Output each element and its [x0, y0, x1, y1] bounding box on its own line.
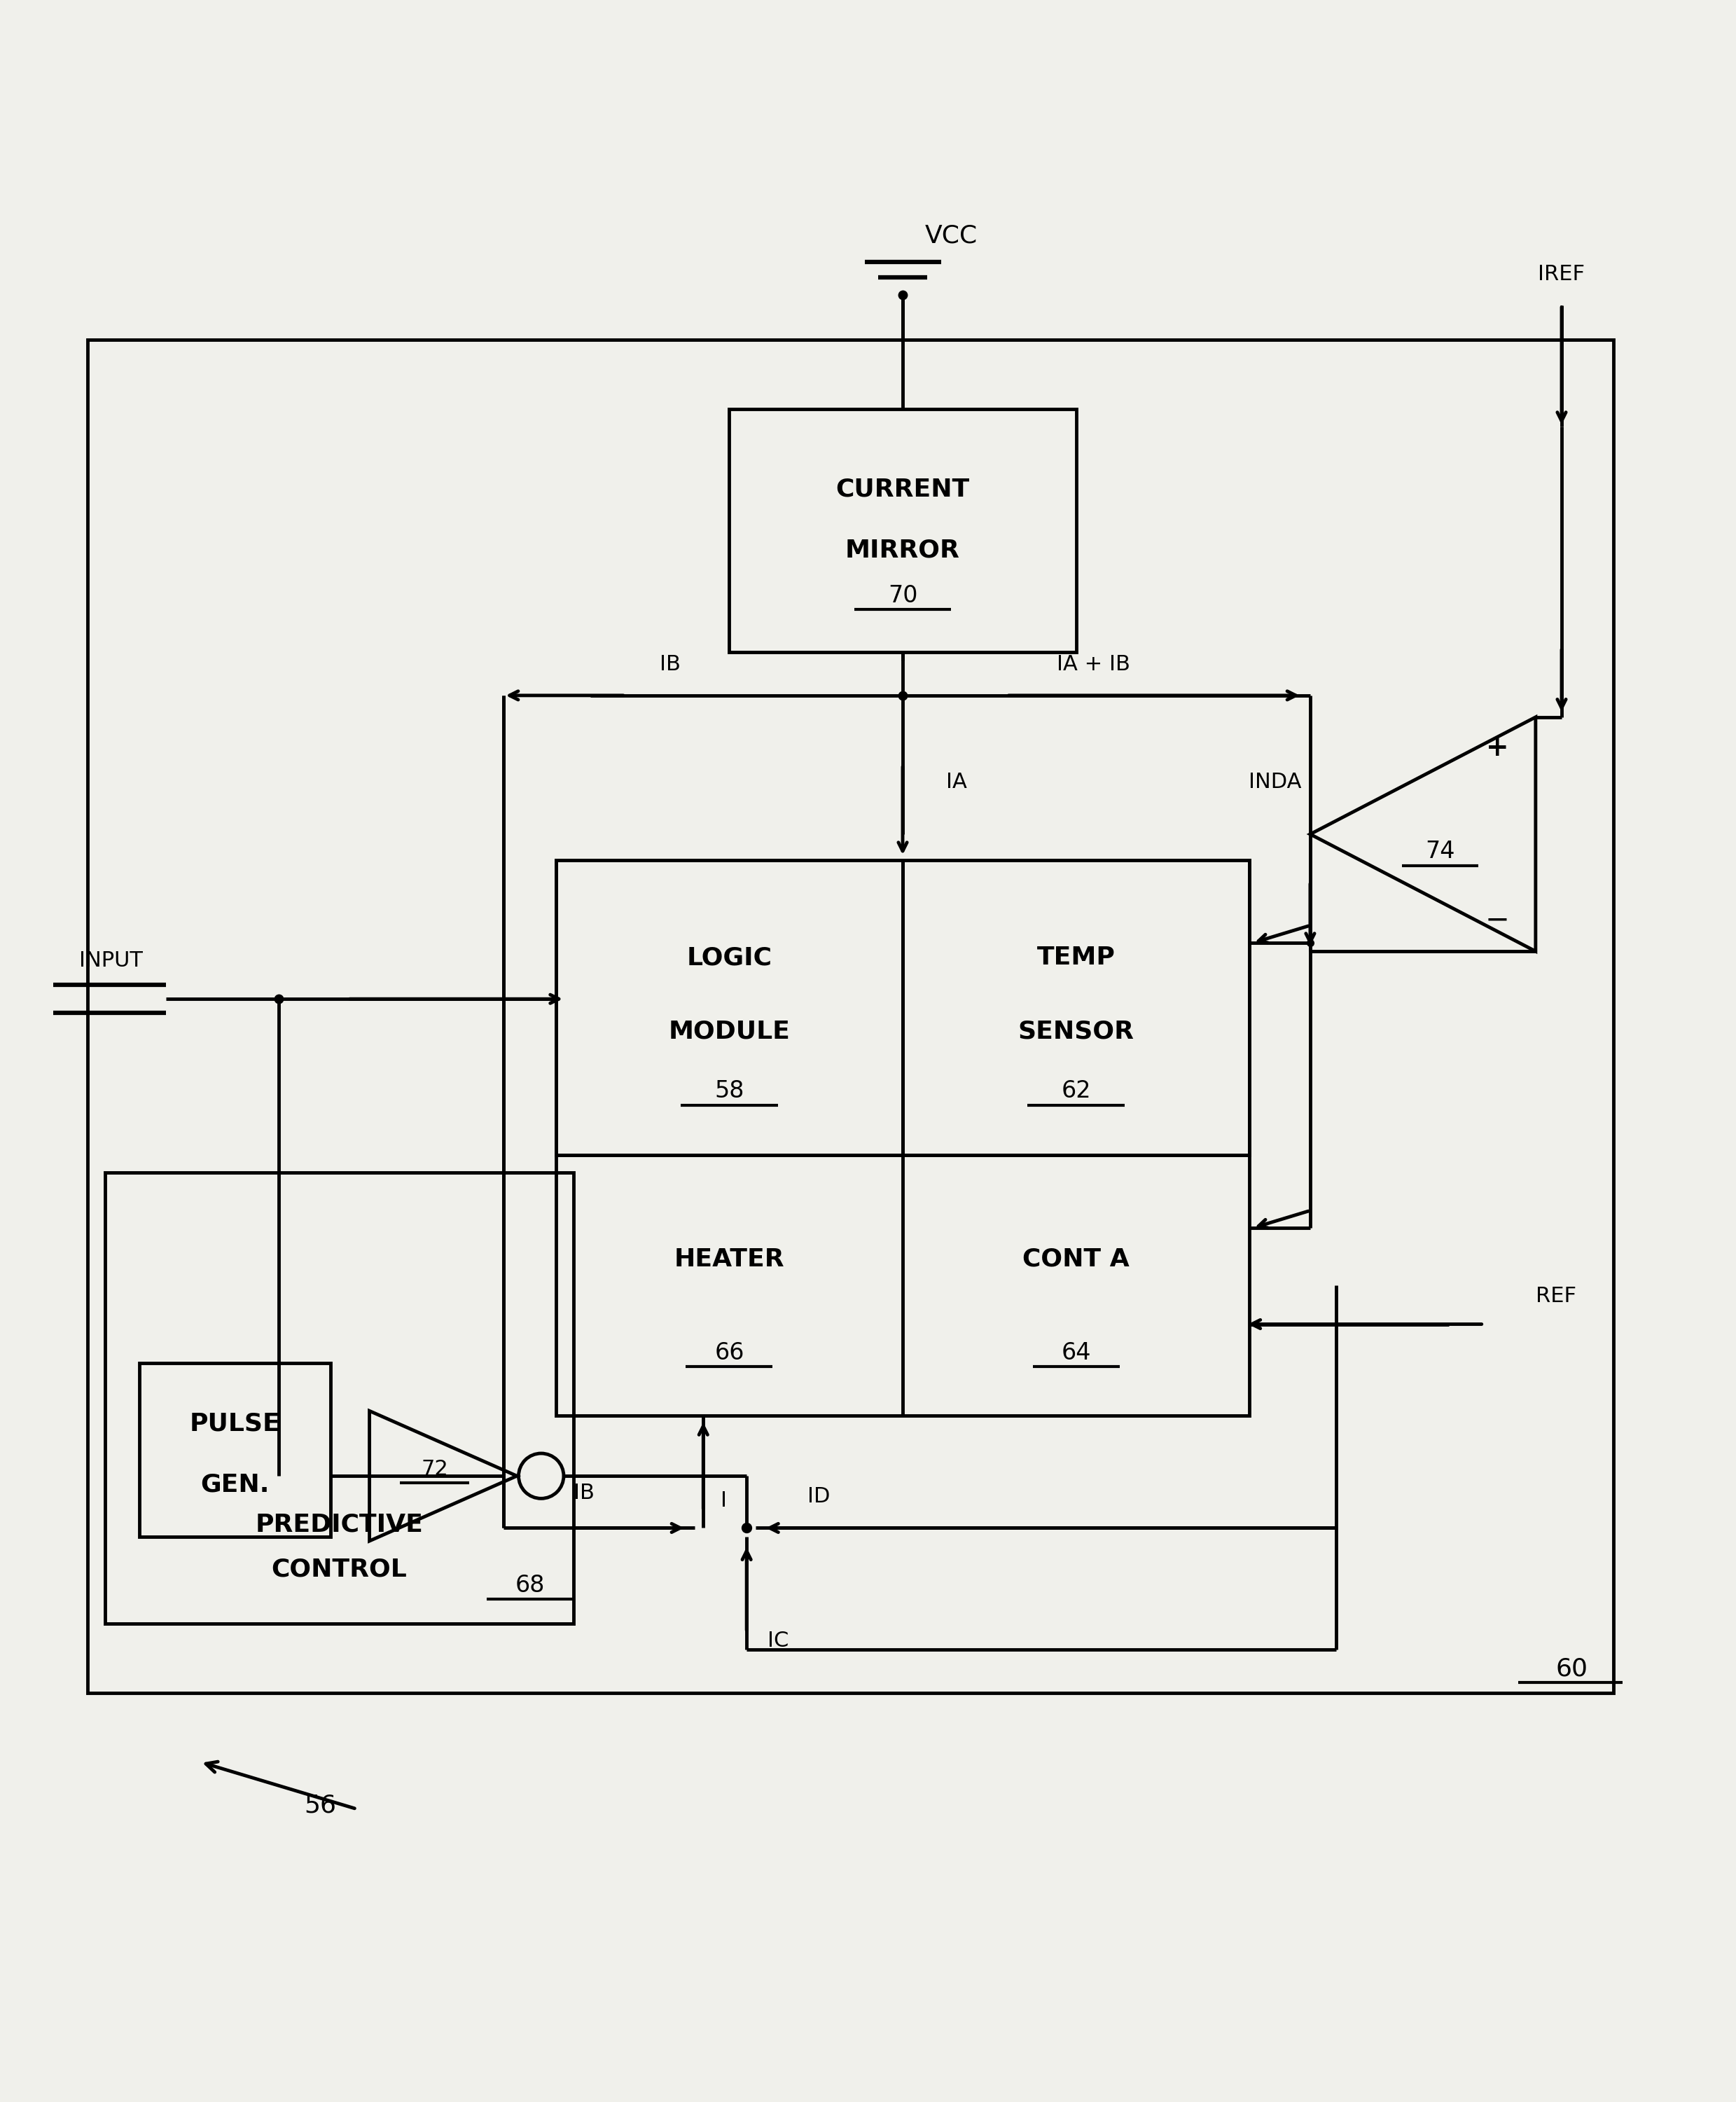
- Bar: [903, 860, 1250, 1156]
- Text: IC: IC: [767, 1631, 788, 1650]
- Text: MODULE: MODULE: [668, 1019, 790, 1043]
- Text: TEMP: TEMP: [1036, 946, 1115, 969]
- Text: 66: 66: [715, 1341, 745, 1364]
- Text: MIRROR: MIRROR: [845, 538, 960, 561]
- Text: IB: IB: [660, 654, 681, 675]
- Text: 64: 64: [1061, 1341, 1090, 1364]
- Text: ID: ID: [807, 1486, 830, 1507]
- Text: 74: 74: [1425, 841, 1455, 864]
- Text: IA: IA: [946, 771, 967, 792]
- Text: IA + IB: IA + IB: [1057, 654, 1130, 675]
- Text: SENSOR: SENSOR: [1017, 1019, 1134, 1043]
- Text: 56: 56: [304, 1793, 337, 1816]
- Text: INDA: INDA: [1248, 771, 1302, 792]
- Text: 60: 60: [1555, 1656, 1588, 1679]
- Text: 70: 70: [887, 584, 918, 607]
- Bar: [729, 410, 1076, 652]
- Text: +: +: [1486, 736, 1509, 761]
- Text: I: I: [720, 1490, 727, 1511]
- Text: CONTROL: CONTROL: [271, 1558, 406, 1581]
- Text: PULSE: PULSE: [189, 1413, 281, 1436]
- Text: PREDICTIVE: PREDICTIVE: [255, 1511, 424, 1537]
- Text: CURRENT: CURRENT: [835, 477, 970, 500]
- Bar: [89, 341, 1614, 1692]
- Text: HEATER: HEATER: [674, 1246, 785, 1272]
- Bar: [556, 860, 1250, 1415]
- Text: REF: REF: [1536, 1286, 1576, 1307]
- Text: 68: 68: [516, 1574, 545, 1598]
- Text: VCC: VCC: [925, 225, 977, 248]
- Text: INPUT: INPUT: [80, 950, 142, 971]
- Text: IREF: IREF: [1538, 265, 1585, 284]
- Bar: [139, 1364, 330, 1537]
- Text: −: −: [1486, 906, 1510, 935]
- Bar: [556, 860, 903, 1156]
- Text: GEN.: GEN.: [201, 1474, 269, 1497]
- Text: LOGIC: LOGIC: [686, 946, 773, 969]
- Text: IB: IB: [573, 1484, 594, 1503]
- Text: 62: 62: [1061, 1080, 1090, 1104]
- Text: 72: 72: [420, 1459, 448, 1480]
- Text: CONT A: CONT A: [1023, 1246, 1130, 1272]
- Bar: [104, 1173, 573, 1623]
- Text: 58: 58: [715, 1080, 745, 1104]
